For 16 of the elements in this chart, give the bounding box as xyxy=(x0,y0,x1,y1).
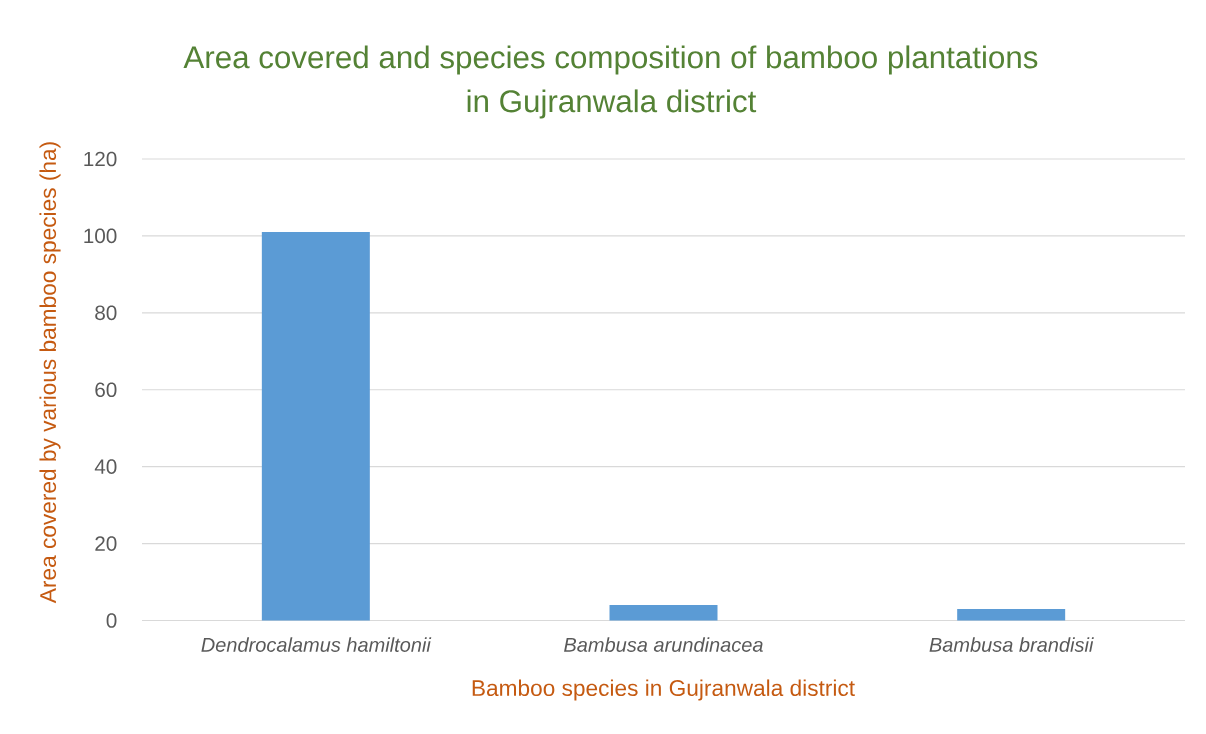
x-axis-title: Bamboo species in Gujranwala district xyxy=(472,679,855,701)
x-tick-label: Bambusa brandisii xyxy=(929,637,1094,652)
y-tick-label: 100 xyxy=(84,228,117,244)
y-tick-label: 120 xyxy=(84,151,117,167)
x-tick-label: Dendrocalamus hamiltonii xyxy=(201,637,432,652)
bar xyxy=(957,608,1066,621)
y-tick-label: 60 xyxy=(95,382,117,398)
y-axis-title: Area covered by various bamboo species (ha) xyxy=(39,142,61,604)
x-tick-label: Bambusa arundinacea xyxy=(564,637,763,652)
y-tick-label: 80 xyxy=(95,305,117,321)
y-tick-label: 40 xyxy=(94,459,117,474)
chart-title: Area covered and species composition of bamboo plantations in Gujranwala district xyxy=(183,45,1038,119)
bar xyxy=(609,605,718,621)
y-tick-label: 0 xyxy=(106,613,117,628)
y-tick-label: 20 xyxy=(95,536,117,551)
bar xyxy=(261,232,370,621)
